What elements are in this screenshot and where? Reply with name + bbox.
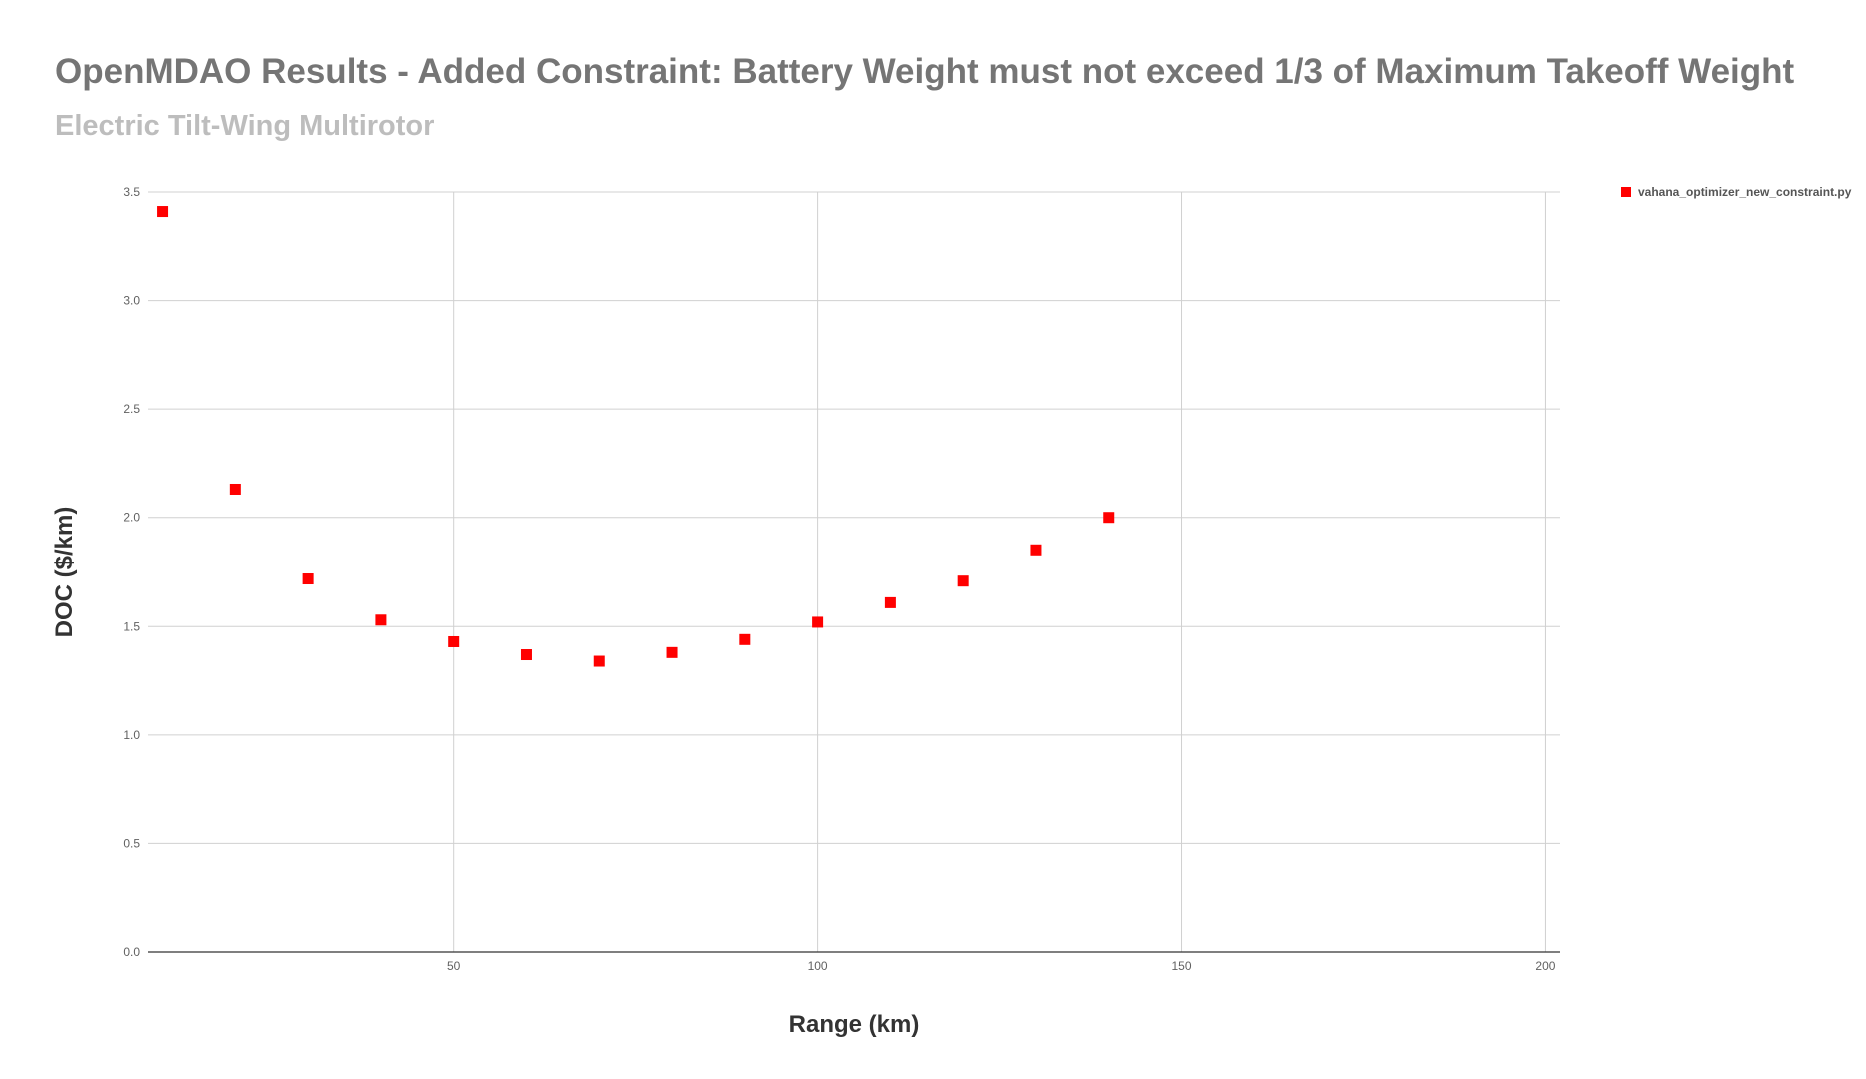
x-tick-label: 100	[808, 959, 828, 973]
y-tick-label: 3.5	[123, 185, 140, 199]
y-axis-title: DOC ($/km)	[51, 507, 78, 638]
chart-subtitle: Electric Tilt-Wing Multirotor	[55, 110, 435, 142]
y-tick-label: 2.0	[123, 511, 140, 525]
data-point	[739, 633, 751, 645]
data-point	[666, 646, 678, 658]
y-tick-label: 2.5	[123, 402, 140, 416]
x-tick-label: 150	[1172, 959, 1192, 973]
legend: vahana_optimizer_new_constraint.py	[1621, 185, 1852, 199]
data-point	[375, 614, 387, 626]
legend-label: vahana_optimizer_new_constraint.py	[1638, 185, 1852, 199]
y-tick-label: 0.0	[123, 945, 140, 959]
data-point	[593, 655, 605, 667]
y-tick-label: 3.0	[123, 294, 140, 308]
data-point	[1030, 544, 1042, 556]
y-tick-label: 1.5	[123, 619, 140, 633]
y-tick-label: 0.5	[123, 836, 140, 850]
tick-labels: 0.0 0.5 1.0 1.5 2.0 2.5 3.0 3.5 50 100 150 200	[123, 185, 1555, 973]
data-point	[229, 483, 241, 495]
data-point	[884, 596, 896, 608]
chart-title: OpenMDAO Results - Added Constraint: Bat…	[55, 52, 1795, 91]
data-point	[302, 573, 314, 585]
grid-layer	[148, 191, 1560, 952]
data-points	[157, 206, 1115, 667]
data-point	[157, 206, 169, 218]
x-axis-title: Range (km)	[789, 1011, 920, 1038]
x-tick-label: 50	[447, 959, 461, 973]
y-tick-label: 1.0	[123, 728, 140, 742]
data-point	[812, 616, 824, 628]
legend-marker	[1621, 187, 1631, 197]
data-point	[448, 635, 460, 647]
data-point	[520, 649, 532, 661]
data-point	[1103, 512, 1115, 524]
data-point	[957, 575, 969, 587]
x-tick-label: 200	[1535, 959, 1555, 973]
